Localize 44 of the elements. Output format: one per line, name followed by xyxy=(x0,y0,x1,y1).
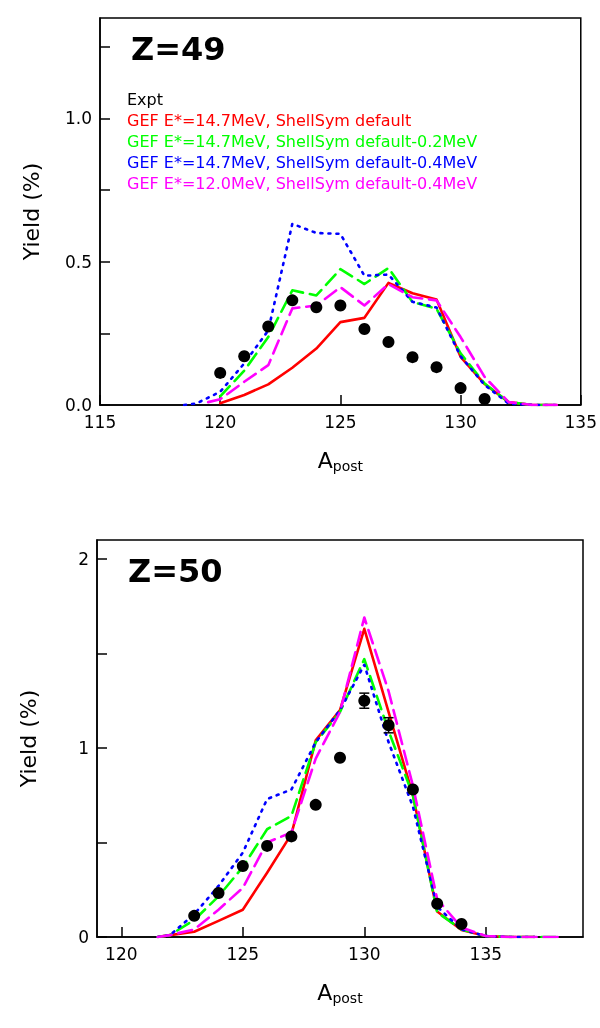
point xyxy=(214,366,227,379)
point xyxy=(285,830,298,843)
y-axis-title: Yield (%) xyxy=(18,162,44,262)
x-tick-label: 125 xyxy=(324,411,357,432)
point xyxy=(238,350,251,363)
point xyxy=(286,294,299,307)
point xyxy=(455,917,468,930)
y-tick-label: 0 xyxy=(78,927,89,947)
text: GEF E*=14.7MeV, ShellSym default-0.4MeV xyxy=(127,152,478,172)
point xyxy=(334,751,346,764)
point xyxy=(236,860,249,873)
point xyxy=(382,335,395,348)
point xyxy=(212,886,225,899)
x-tick-label: 120 xyxy=(105,943,138,964)
point xyxy=(334,299,347,312)
point xyxy=(358,323,371,336)
y-tick-label: 1 xyxy=(78,737,89,758)
point xyxy=(262,320,275,333)
point xyxy=(261,839,274,852)
text: GEF E*=14.7MeV, ShellSym default-0.2MeV xyxy=(127,131,478,151)
point xyxy=(406,351,419,364)
point xyxy=(430,361,443,374)
text: GEF E*=14.7MeV, ShellSym default xyxy=(127,110,412,130)
point xyxy=(309,798,322,811)
point xyxy=(188,909,201,922)
chart-title: Z=49 xyxy=(131,30,226,68)
x-tick-label: 130 xyxy=(444,411,477,432)
point xyxy=(454,382,467,395)
x-tick-label: 120 xyxy=(203,411,237,432)
point xyxy=(431,897,444,910)
y-axis-title: Yield (%) xyxy=(15,689,41,789)
y-tick-label: 1.0 xyxy=(64,108,92,129)
x-tick-label: 130 xyxy=(348,943,381,964)
chart-title: Z=50 xyxy=(128,552,223,590)
y-tick-label: 2 xyxy=(78,548,89,569)
text: Expt xyxy=(127,89,164,109)
point xyxy=(406,783,419,796)
y-tick-label: 0.5 xyxy=(64,251,92,272)
x-tick-label: 135 xyxy=(469,943,503,964)
x-tick-label: 125 xyxy=(226,943,260,964)
point xyxy=(478,392,491,405)
text: GEF E*=12.0MeV, ShellSym default-0.4MeV xyxy=(127,173,478,193)
x-tick-label: 135 xyxy=(564,411,597,432)
point xyxy=(310,301,323,314)
